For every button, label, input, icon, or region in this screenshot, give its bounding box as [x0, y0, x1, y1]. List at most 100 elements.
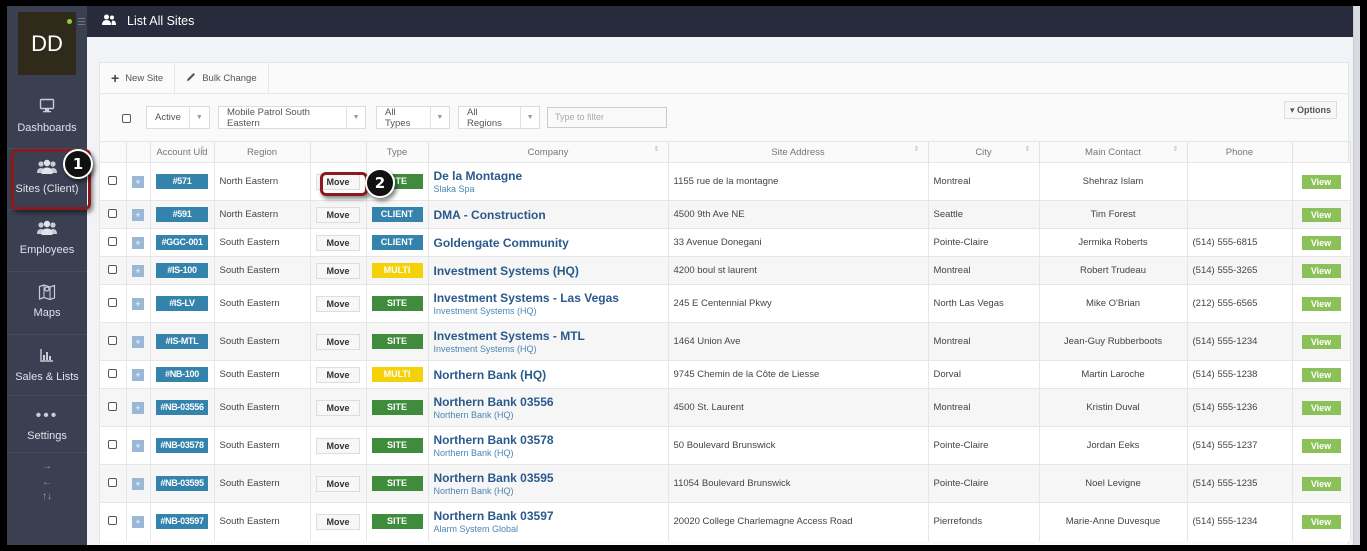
- company-link[interactable]: Goldengate Community: [433, 235, 569, 250]
- new-site-button[interactable]: + New Site: [100, 63, 176, 93]
- row-checkbox[interactable]: [108, 264, 118, 274]
- company-link[interactable]: Northern Bank 03597: [433, 508, 554, 523]
- view-button[interactable]: View: [1301, 334, 1341, 349]
- account-uid-badge[interactable]: #IS-LV: [156, 296, 208, 311]
- expand-row-icon[interactable]: +: [132, 515, 144, 528]
- regions-select[interactable]: All Regions ▼: [458, 106, 540, 129]
- move-button[interactable]: Move: [316, 475, 360, 492]
- account-uid-badge[interactable]: #GGC-001: [156, 235, 208, 250]
- row-checkbox[interactable]: [108, 175, 118, 185]
- row-checkbox[interactable]: [108, 477, 118, 487]
- expand-row-icon[interactable]: +: [132, 175, 144, 188]
- parent-company-link[interactable]: Slaka Spa: [433, 183, 475, 194]
- company-link[interactable]: De la Montagne: [433, 168, 523, 183]
- sidebar-item-maps[interactable]: Maps: [7, 272, 87, 335]
- arrows-updown-icon[interactable]: ↑↓: [42, 491, 52, 502]
- row-checkbox[interactable]: [108, 368, 118, 378]
- select-all-checkbox[interactable]: [122, 114, 131, 123]
- move-button[interactable]: Move: [316, 206, 360, 223]
- sidebar-item-sales-lists[interactable]: Sales & Lists: [7, 335, 87, 396]
- types-select[interactable]: All Types ▼: [376, 106, 450, 129]
- parent-company-link[interactable]: Investment Systems (HQ): [433, 305, 537, 316]
- view-button[interactable]: View: [1301, 263, 1341, 278]
- account-uid-badge[interactable]: #591: [156, 207, 208, 222]
- view-button[interactable]: View: [1301, 438, 1341, 453]
- move-button[interactable]: Move: [316, 234, 360, 251]
- company-link[interactable]: Northern Bank (HQ): [433, 367, 547, 382]
- parent-company-link[interactable]: Northern Bank (HQ): [433, 447, 514, 458]
- expand-row-icon[interactable]: +: [132, 335, 144, 348]
- search-input[interactable]: Type to filter: [547, 107, 667, 128]
- status-select[interactable]: Active ▼: [146, 106, 210, 129]
- company-link[interactable]: Investment Systems (HQ): [433, 263, 579, 278]
- view-button[interactable]: View: [1301, 174, 1341, 189]
- avatar[interactable]: DD: [18, 12, 76, 75]
- menu-icon[interactable]: [78, 18, 85, 26]
- arrow-left-icon[interactable]: ←: [42, 477, 52, 488]
- move-button[interactable]: Move: [316, 262, 360, 279]
- col-type[interactable]: Type: [366, 141, 429, 163]
- view-button[interactable]: View: [1301, 207, 1341, 222]
- row-checkbox[interactable]: [108, 297, 118, 307]
- row-checkbox[interactable]: [108, 401, 118, 411]
- account-uid-badge[interactable]: #NB-03597: [156, 514, 208, 530]
- arrow-right-icon[interactable]: →: [42, 461, 52, 472]
- move-button[interactable]: Move: [316, 513, 360, 530]
- view-button[interactable]: View: [1301, 235, 1341, 250]
- company-link[interactable]: Northern Bank 03578: [433, 432, 554, 447]
- company-link[interactable]: DMA - Construction: [433, 207, 546, 222]
- col-main-contact[interactable]: Main Contact ⇕: [1039, 141, 1188, 163]
- move-button[interactable]: Move: [316, 399, 360, 416]
- scrollbar[interactable]: [1353, 6, 1360, 545]
- group-select[interactable]: Mobile Patrol South Eastern ▼: [218, 106, 366, 129]
- account-uid-badge[interactable]: #571: [156, 174, 208, 189]
- sidebar-item-sites-client[interactable]: Sites (Client): [7, 149, 87, 210]
- account-uid-badge[interactable]: #NB-03578: [156, 438, 208, 453]
- view-button[interactable]: View: [1301, 400, 1341, 415]
- view-button[interactable]: View: [1301, 476, 1341, 491]
- col-region[interactable]: Region: [214, 141, 311, 163]
- row-checkbox[interactable]: [108, 236, 118, 246]
- row-checkbox[interactable]: [108, 439, 118, 449]
- account-uid-badge[interactable]: #NB-03595: [156, 476, 208, 491]
- parent-company-link[interactable]: Northern Bank (HQ): [433, 409, 514, 420]
- view-button[interactable]: View: [1301, 367, 1341, 382]
- parent-company-link[interactable]: Alarm System Global: [433, 523, 519, 534]
- move-button[interactable]: Move: [316, 295, 360, 312]
- sidebar-item-settings[interactable]: ••• Settings: [7, 396, 87, 453]
- move-button[interactable]: Move: [316, 333, 360, 350]
- col-account-uid[interactable]: Account Uid ⇕: [150, 141, 215, 163]
- expand-row-icon[interactable]: +: [132, 208, 144, 221]
- account-uid-badge[interactable]: #NB-03556: [156, 400, 208, 415]
- row-checkbox[interactable]: [108, 515, 118, 525]
- sidebar-item-employees[interactable]: Employees: [7, 210, 87, 272]
- expand-row-icon[interactable]: +: [132, 236, 144, 249]
- view-button[interactable]: View: [1301, 296, 1341, 311]
- expand-row-icon[interactable]: +: [132, 368, 144, 381]
- company-link[interactable]: Investment Systems - Las Vegas: [433, 290, 619, 305]
- move-button[interactable]: Move: [316, 366, 360, 383]
- company-link[interactable]: Investment Systems - MTL: [433, 328, 585, 343]
- account-uid-badge[interactable]: #IS-100: [156, 263, 208, 278]
- row-checkbox[interactable]: [108, 208, 118, 218]
- company-link[interactable]: Northern Bank 03595: [433, 470, 554, 485]
- row-checkbox[interactable]: [108, 335, 118, 345]
- expand-row-icon[interactable]: +: [132, 401, 144, 414]
- expand-row-icon[interactable]: +: [132, 297, 144, 310]
- options-button[interactable]: ▾ Options: [1283, 101, 1337, 119]
- account-uid-badge[interactable]: #NB-100: [156, 367, 208, 382]
- move-button[interactable]: Move: [316, 437, 360, 454]
- view-button[interactable]: View: [1301, 514, 1341, 529]
- account-uid-badge[interactable]: #IS-MTL: [156, 334, 208, 349]
- parent-company-link[interactable]: Investment Systems (HQ): [433, 343, 537, 354]
- col-phone[interactable]: Phone: [1187, 141, 1293, 163]
- expand-row-icon[interactable]: +: [132, 477, 144, 490]
- col-company[interactable]: Company ⇕: [428, 141, 669, 163]
- sidebar-item-dashboards[interactable]: Dashboards: [7, 92, 87, 149]
- expand-row-icon[interactable]: +: [132, 439, 144, 452]
- parent-company-link[interactable]: Northern Bank (HQ): [433, 485, 514, 496]
- col-city[interactable]: City ⇕: [928, 141, 1040, 163]
- bulk-change-button[interactable]: Bulk Change: [175, 63, 269, 93]
- company-link[interactable]: Northern Bank 03556: [433, 394, 554, 409]
- col-site-address[interactable]: Site Address ⇕: [668, 141, 929, 163]
